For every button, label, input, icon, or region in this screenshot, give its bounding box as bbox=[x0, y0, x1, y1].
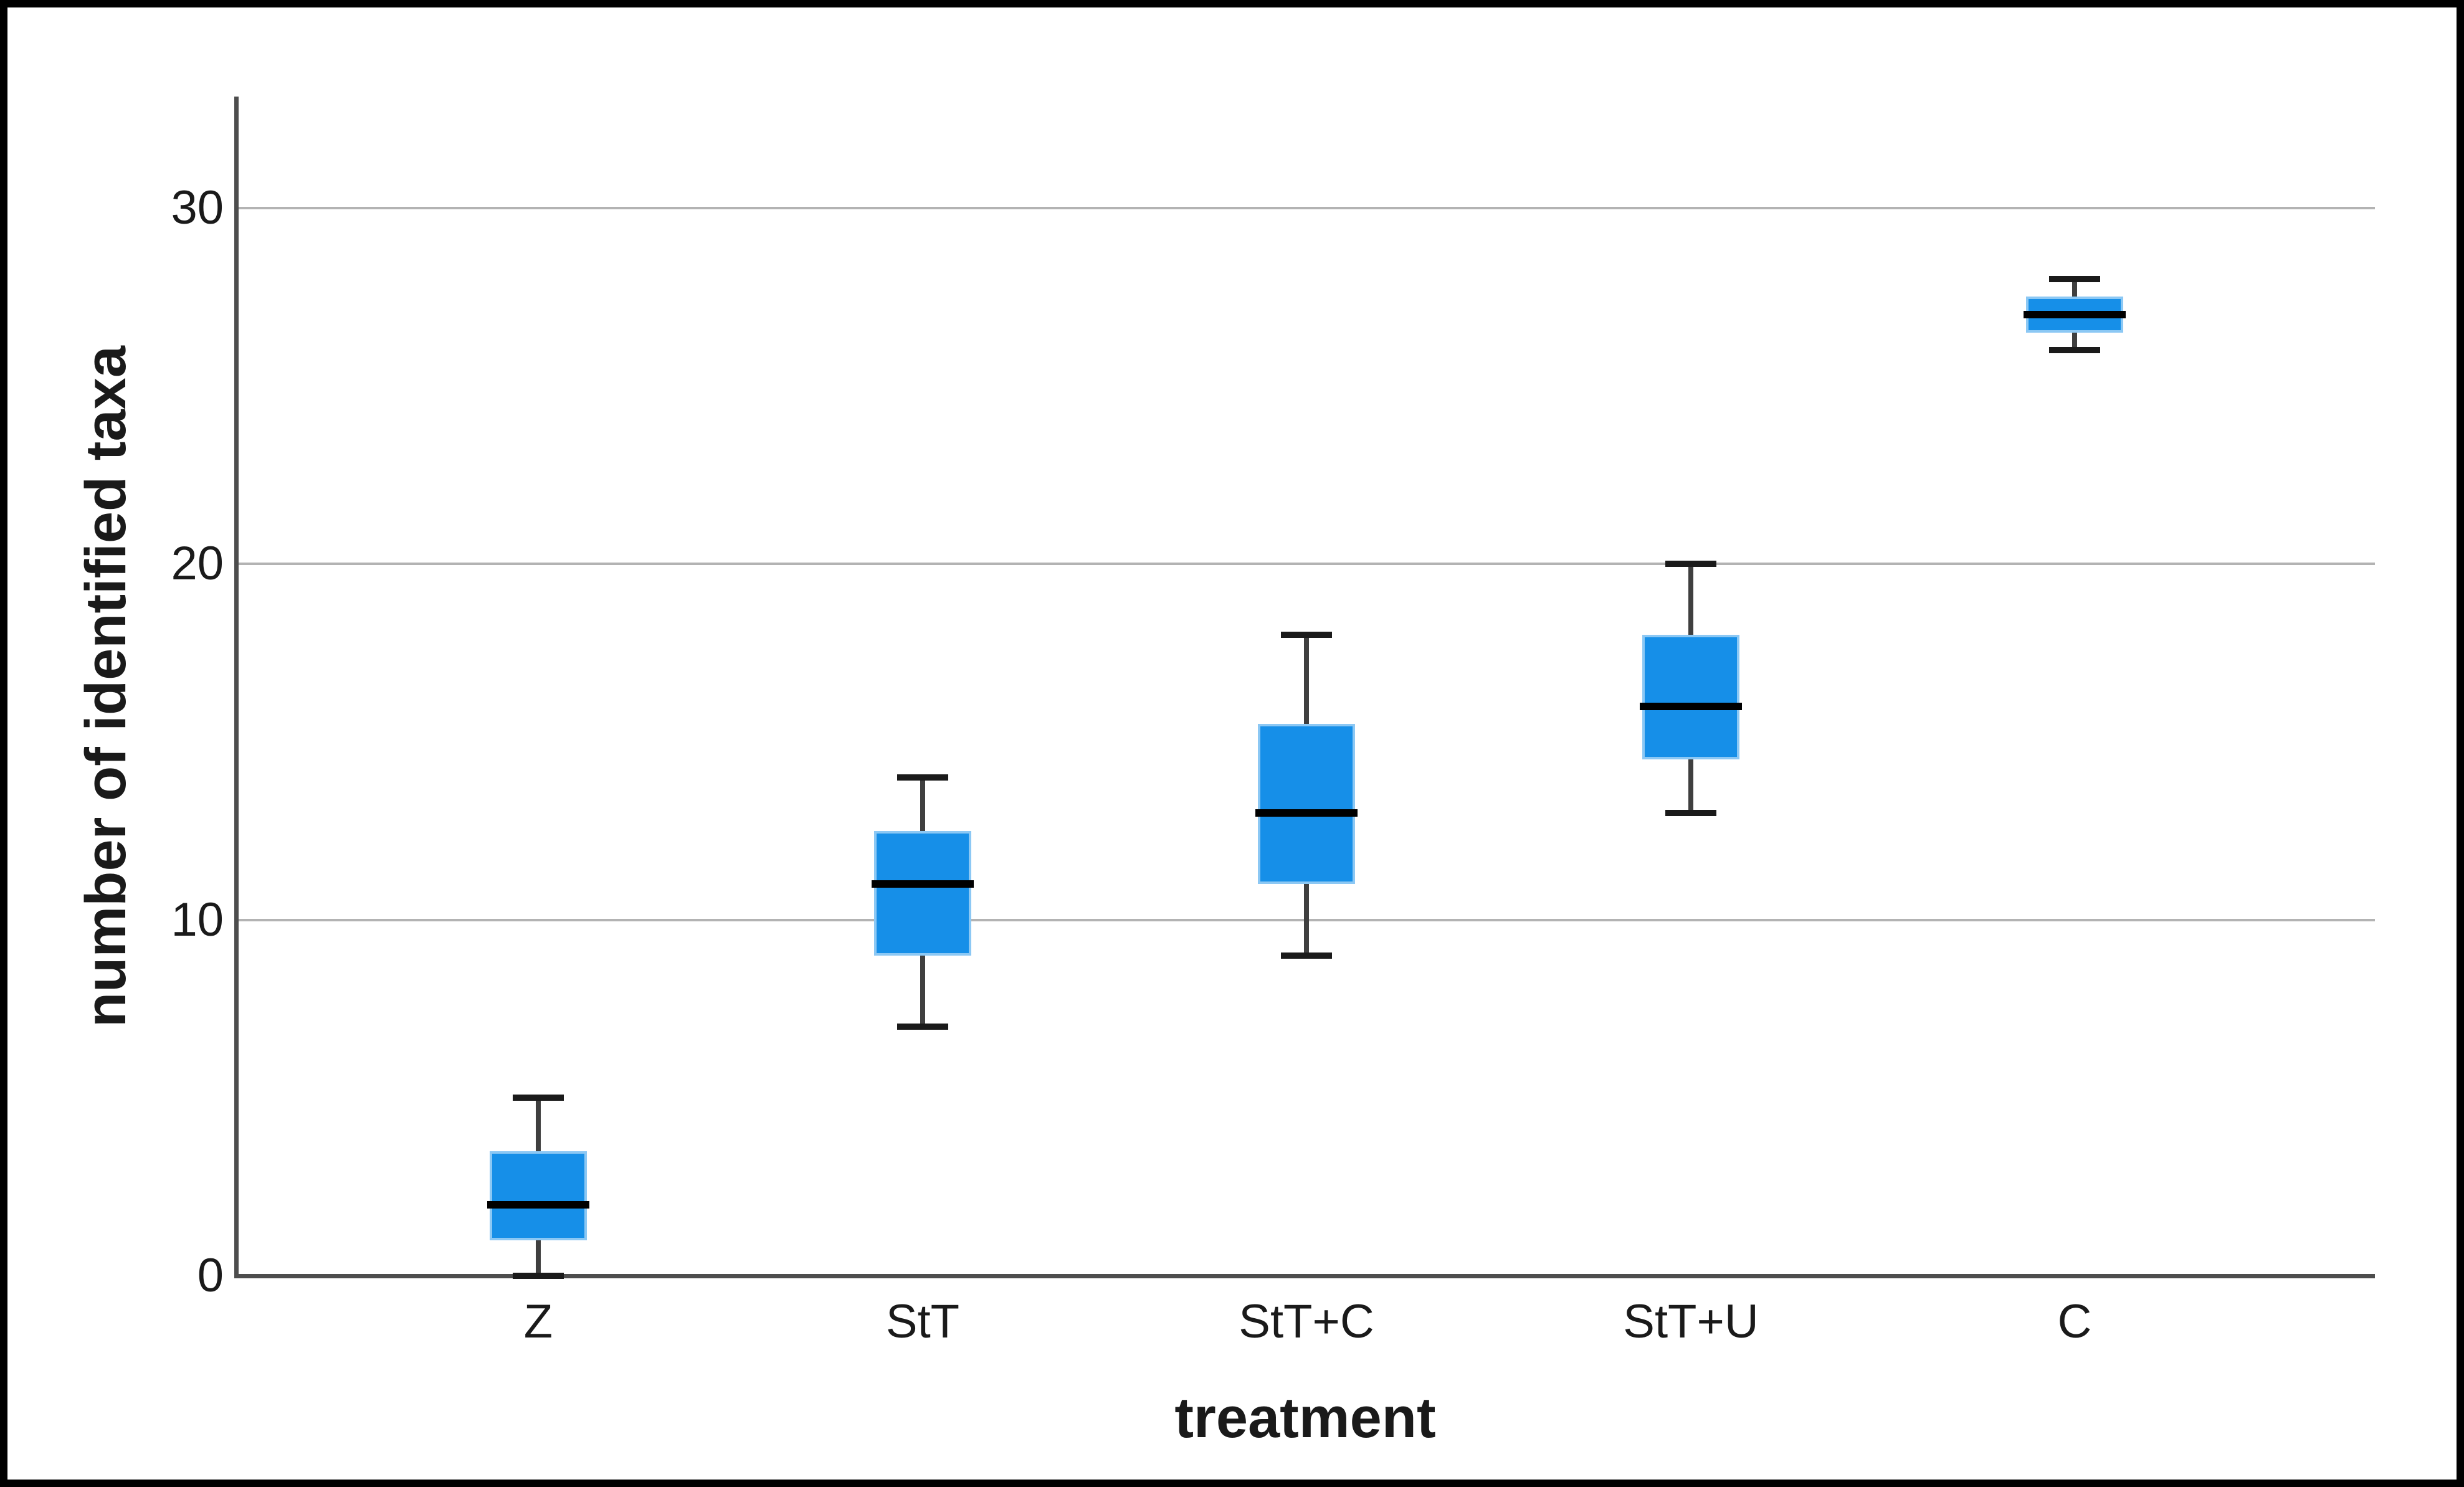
plot-area: 0 10 20 30 Z StT StT+C StT+U C bbox=[7, 7, 2457, 1480]
median-line bbox=[872, 880, 974, 888]
whisker-upper-cap bbox=[2049, 276, 2100, 282]
gridline-y-30 bbox=[236, 207, 2375, 209]
whisker-lower-stem bbox=[536, 1240, 541, 1276]
y-tick-label-20: 20 bbox=[171, 537, 224, 590]
x-axis-title: treatment bbox=[1174, 1386, 1436, 1450]
whisker-lower-cap bbox=[897, 1024, 948, 1030]
whisker-upper-cap bbox=[513, 1095, 564, 1101]
whisker-upper-cap bbox=[1281, 632, 1332, 638]
y-axis-line bbox=[234, 97, 239, 1278]
whisker-lower-stem bbox=[1304, 884, 1309, 956]
gridline-y-20 bbox=[236, 563, 2375, 565]
y-tick-label-10: 10 bbox=[171, 893, 224, 946]
whisker-lower-cap bbox=[2049, 347, 2100, 353]
x-tick-label-StT: StT bbox=[885, 1295, 960, 1348]
whisker-lower-cap bbox=[1281, 953, 1332, 959]
box-iqr-Z bbox=[490, 1151, 587, 1240]
whisker-upper-stem bbox=[920, 777, 925, 831]
whisker-upper-stem bbox=[1304, 635, 1309, 724]
x-tick-label-StT+C: StT+C bbox=[1239, 1295, 1374, 1348]
box-iqr-StT+U bbox=[1642, 635, 1739, 759]
whisker-upper-stem bbox=[1688, 564, 1693, 635]
whisker-lower-stem bbox=[1688, 759, 1693, 813]
whisker-upper-cap bbox=[1665, 561, 1716, 567]
box-iqr-StT+C bbox=[1258, 724, 1355, 884]
median-line bbox=[2024, 311, 2126, 318]
whisker-lower-stem bbox=[2072, 333, 2077, 350]
median-line bbox=[1640, 703, 1742, 710]
x-axis-line bbox=[234, 1274, 2375, 1278]
whisker-upper-stem bbox=[536, 1098, 541, 1151]
whisker-lower-stem bbox=[920, 956, 925, 1027]
median-line bbox=[1255, 809, 1358, 817]
whisker-upper-cap bbox=[897, 774, 948, 781]
x-tick-label-StT+U: StT+U bbox=[1623, 1295, 1759, 1348]
box-iqr-StT bbox=[874, 831, 971, 956]
y-tick-label-0: 0 bbox=[197, 1249, 224, 1302]
y-axis-title: number of identified taxa bbox=[74, 346, 138, 1027]
x-tick-label-C: C bbox=[2057, 1295, 2092, 1348]
whisker-lower-cap bbox=[513, 1273, 564, 1279]
median-line bbox=[487, 1201, 589, 1209]
x-tick-label-Z: Z bbox=[523, 1295, 553, 1348]
whisker-lower-cap bbox=[1665, 810, 1716, 816]
y-tick-label-30: 30 bbox=[171, 181, 224, 234]
whisker-upper-stem bbox=[2072, 279, 2077, 297]
